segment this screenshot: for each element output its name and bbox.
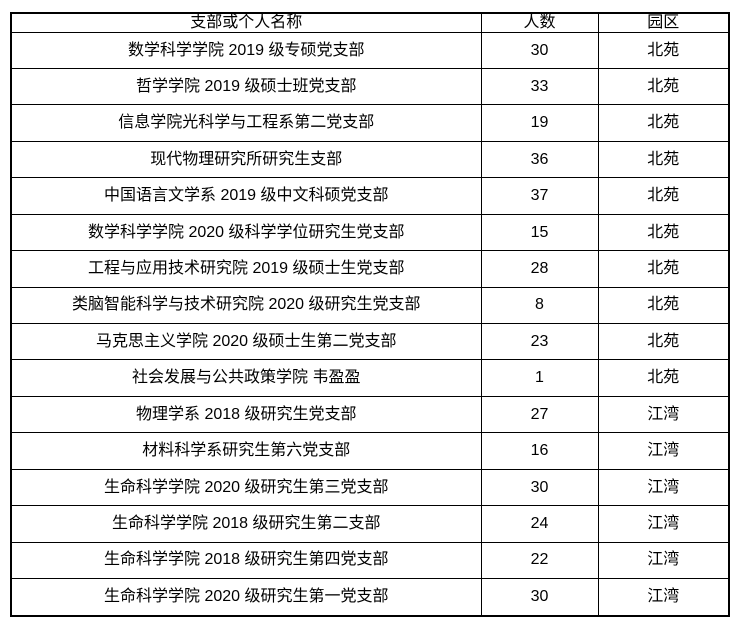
- table-row: 类脑智能科学与技术研究院 2020 级研究生党支部 8 北苑: [10, 286, 730, 324]
- cell-branch-name: 生命科学学院 2020 级研究生第一党支部: [10, 577, 482, 617]
- cell-campus: 江湾: [597, 395, 730, 434]
- table-row: 信息学院光科学与工程系第二党支部 19 北苑: [10, 104, 730, 142]
- cell-count: 22: [480, 541, 599, 579]
- cell-campus: 北苑: [597, 250, 730, 288]
- table-row: 工程与应用技术研究院 2019 级硕士生党支部 28 北苑: [10, 250, 730, 288]
- header-count: 人数: [480, 12, 599, 33]
- table-row: 材料科学系研究生第六党支部 16 江湾: [10, 432, 730, 470]
- cell-count: 1: [480, 359, 599, 397]
- cell-count: 33: [480, 68, 599, 106]
- table-row: 哲学学院 2019 级硕士班党支部 33 北苑: [10, 68, 730, 106]
- cell-campus: 北苑: [597, 322, 730, 361]
- cell-count: 30: [480, 577, 599, 617]
- cell-campus: 北苑: [597, 359, 730, 397]
- cell-campus: 江湾: [597, 541, 730, 579]
- cell-count: 24: [480, 505, 599, 543]
- cell-campus: 江湾: [597, 432, 730, 470]
- table-row: 生命科学学院 2018 级研究生第四党支部 22 江湾: [10, 541, 730, 579]
- cell-branch-name: 生命科学学院 2018 级研究生第二支部: [10, 505, 482, 543]
- header-campus: 园区: [597, 12, 730, 33]
- cell-campus: 北苑: [597, 177, 730, 215]
- cell-campus: 北苑: [597, 140, 730, 179]
- table-row: 现代物理研究所研究生支部 36 北苑: [10, 140, 730, 179]
- table-row: 数学科学学院 2020 级科学学位研究生党支部 15 北苑: [10, 213, 730, 252]
- cell-count: 16: [480, 432, 599, 470]
- cell-branch-name: 生命科学学院 2018 级研究生第四党支部: [10, 541, 482, 579]
- cell-branch-name: 中国语言文学系 2019 级中文科硕党支部: [10, 177, 482, 215]
- cell-campus: 北苑: [597, 68, 730, 106]
- cell-campus: 北苑: [597, 104, 730, 142]
- cell-campus: 北苑: [597, 31, 730, 70]
- cell-branch-name: 数学科学学院 2019 级专硕党支部: [10, 31, 482, 70]
- cell-branch-name: 数学科学学院 2020 级科学学位研究生党支部: [10, 213, 482, 252]
- cell-count: 8: [480, 286, 599, 324]
- table-row: 马克思主义学院 2020 级硕士生第二党支部 23 北苑: [10, 322, 730, 361]
- table-row: 生命科学学院 2018 级研究生第二支部 24 江湾: [10, 505, 730, 543]
- cell-campus: 江湾: [597, 468, 730, 507]
- cell-count: 15: [480, 213, 599, 252]
- table-row: 物理学系 2018 级研究生党支部 27 江湾: [10, 395, 730, 434]
- cell-count: 30: [480, 468, 599, 507]
- cell-branch-name: 马克思主义学院 2020 级硕士生第二党支部: [10, 322, 482, 361]
- cell-branch-name: 工程与应用技术研究院 2019 级硕士生党支部: [10, 250, 482, 288]
- table-header-row: 支部或个人名称 人数 园区: [10, 12, 730, 33]
- header-branch-name: 支部或个人名称: [10, 12, 482, 33]
- branch-roster-table: 支部或个人名称 人数 园区 数学科学学院 2019 级专硕党支部 30 北苑 哲…: [10, 12, 730, 617]
- cell-branch-name: 信息学院光科学与工程系第二党支部: [10, 104, 482, 142]
- cell-branch-name: 物理学系 2018 级研究生党支部: [10, 395, 482, 434]
- cell-campus: 北苑: [597, 213, 730, 252]
- cell-count: 30: [480, 31, 599, 70]
- cell-branch-name: 生命科学学院 2020 级研究生第三党支部: [10, 468, 482, 507]
- table-row: 中国语言文学系 2019 级中文科硕党支部 37 北苑: [10, 177, 730, 215]
- table-row: 生命科学学院 2020 级研究生第三党支部 30 江湾: [10, 468, 730, 507]
- cell-branch-name: 现代物理研究所研究生支部: [10, 140, 482, 179]
- cell-branch-name: 材料科学系研究生第六党支部: [10, 432, 482, 470]
- table-row: 社会发展与公共政策学院 韦盈盈 1 北苑: [10, 359, 730, 397]
- table-row: 生命科学学院 2020 级研究生第一党支部 30 江湾: [10, 577, 730, 617]
- cell-campus: 北苑: [597, 286, 730, 324]
- table-row: 数学科学学院 2019 级专硕党支部 30 北苑: [10, 31, 730, 70]
- cell-count: 19: [480, 104, 599, 142]
- cell-count: 36: [480, 140, 599, 179]
- cell-count: 27: [480, 395, 599, 434]
- cell-branch-name: 哲学学院 2019 级硕士班党支部: [10, 68, 482, 106]
- cell-count: 23: [480, 322, 599, 361]
- cell-campus: 江湾: [597, 505, 730, 543]
- cell-count: 37: [480, 177, 599, 215]
- cell-campus: 江湾: [597, 577, 730, 617]
- cell-branch-name: 社会发展与公共政策学院 韦盈盈: [10, 359, 482, 397]
- cell-count: 28: [480, 250, 599, 288]
- cell-branch-name: 类脑智能科学与技术研究院 2020 级研究生党支部: [10, 286, 482, 324]
